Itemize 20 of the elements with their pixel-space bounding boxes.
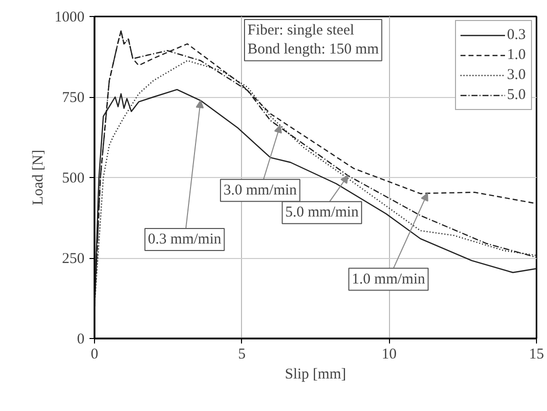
y-tick-label: 500 [62, 170, 84, 186]
x-tick-label: 10 [382, 346, 397, 362]
x-tick-label: 15 [529, 346, 544, 362]
legend-label: 5.0 [507, 86, 527, 104]
legend-label: 0.3 [507, 26, 527, 44]
annotation: Fiber: single steel Bond length: 150 mm [248, 22, 380, 58]
annotation: 1.0 mm/min [352, 271, 426, 288]
legend-label: 3.0 [507, 66, 527, 84]
y-tick-label: 0 [77, 332, 84, 348]
x-tick-label: 5 [238, 346, 246, 362]
annotation: 5.0 mm/min [285, 204, 360, 221]
legend-label: 1.0 [507, 46, 527, 64]
x-tick-label: 0 [90, 346, 98, 362]
y-tick-label: 250 [62, 251, 84, 267]
annotation: 3.0 mm/min [223, 182, 298, 198]
y-axis-title: Load [N] [30, 150, 46, 206]
annotation: 0.3 mm/min [148, 232, 222, 248]
y-tick-label: 750 [62, 90, 84, 106]
x-axis-title: Slip [mm] [284, 366, 346, 382]
y-tick-label: 1000 [54, 10, 84, 26]
